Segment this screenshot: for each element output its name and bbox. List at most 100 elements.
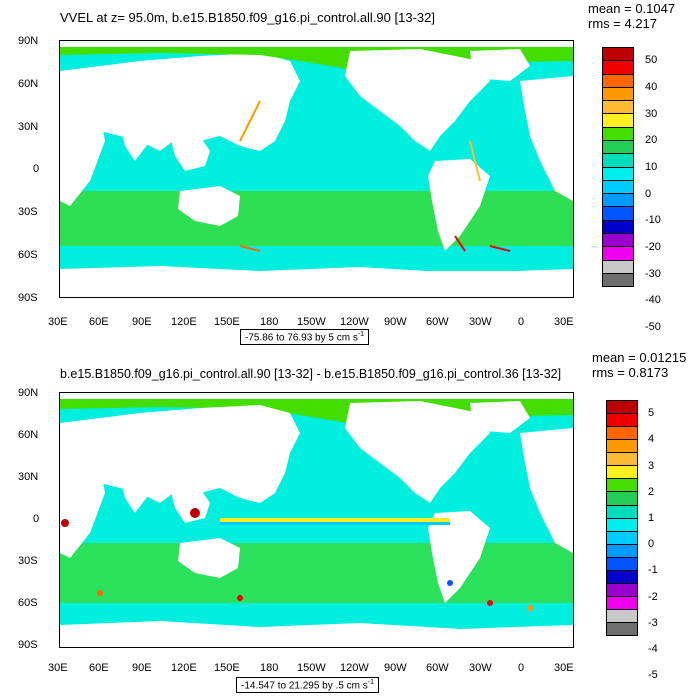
panel1-mean: mean = 0.1047 [588, 1, 676, 16]
p1-lat-60n: 60N [18, 78, 39, 90]
colorbar-swatch [603, 220, 633, 234]
colorbar-swatch [607, 440, 637, 454]
colorbar-swatch [603, 61, 633, 75]
p2-lon-30e-right: 30E [554, 662, 574, 674]
p2-colorbar [606, 400, 638, 636]
colorbar-tick-label: -3 [648, 616, 658, 629]
colorbar-swatch [607, 583, 637, 597]
colorbar-tick-label: -50 [645, 321, 661, 333]
p1-lat-30s: 30S [18, 206, 38, 218]
colorbar-swatch [607, 623, 637, 636]
p1-lon-30w: 30W [469, 316, 492, 328]
colorbar-tick-label: -5 [648, 669, 658, 682]
colorbar-tick-label: -20 [645, 241, 661, 253]
p1-lon-120e: 120E [171, 316, 197, 328]
colorbar-tick-label: -10 [645, 214, 661, 227]
colorbar-swatch [607, 453, 637, 467]
colorbar-swatch [603, 273, 633, 287]
p1-lon-90w: 90W [384, 316, 407, 328]
p2-lon-90e: 90E [132, 662, 152, 674]
p1-lon-90e: 90E [132, 316, 152, 328]
colorbar-tick-label: -30 [645, 267, 661, 280]
p1-range-label: -75.86 to 76.93 by 5 cm s-1 [240, 329, 370, 346]
p1-lon-180: 180 [260, 316, 279, 328]
p2-lon-60e: 60E [89, 662, 109, 674]
colorbar-swatch [607, 414, 637, 428]
p2-lon-60w: 60W [426, 662, 449, 674]
p2-lon-30e: 30E [48, 662, 68, 674]
p1-lat-90s: 90S [18, 292, 38, 304]
colorbar-swatch [603, 207, 633, 221]
p2-lat-90n: 90N [18, 387, 39, 399]
p2-lat-30n: 30N [18, 471, 39, 483]
p2-lon-120w: 120W [340, 662, 369, 674]
p1-lon-60w: 60W [426, 316, 449, 328]
colorbar-swatch [603, 260, 633, 274]
p2-lon-180: 180 [260, 662, 279, 674]
p2-range-exp: -1 [367, 679, 374, 686]
colorbar-tick-label: 10 [645, 161, 658, 173]
colorbar-swatch [603, 233, 633, 248]
p1-lon-150w: 150W [297, 316, 326, 328]
p1-range-text: -75.86 to 76.93 by 5 cm s [245, 332, 358, 344]
colorbar-swatch [607, 518, 637, 532]
colorbar-tick-label: 0 [645, 187, 652, 200]
colorbar-swatch [607, 557, 637, 571]
map-panel1 [59, 40, 574, 298]
colorbar-swatch [603, 127, 633, 141]
p2-lat-60n: 60N [18, 429, 39, 441]
colorbar-swatch [603, 180, 633, 195]
colorbar-tick-label: -40 [645, 294, 661, 307]
p2-lat-60s: 60S [18, 597, 38, 609]
colorbar-swatch [603, 194, 633, 208]
p2-lon-120e: 120E [171, 662, 197, 674]
p1-lat-30n: 30N [18, 121, 39, 133]
p1-lon-30e: 30E [48, 316, 68, 328]
p2-lon-0: 0 [518, 662, 525, 674]
p1-lat-0: 0 [33, 163, 40, 175]
colorbar-tick-label: 50 [645, 54, 658, 67]
colorbar-swatch [603, 74, 633, 88]
colorbar-tick-label: 3 [648, 459, 655, 472]
colorbar-swatch [607, 544, 637, 558]
panel2-rms: rms = 0.8173 [592, 365, 669, 380]
colorbar-tick-label: -2 [648, 590, 658, 603]
p1-colorbar [602, 47, 634, 287]
colorbar-swatch [607, 531, 637, 545]
p2-lon-150e: 150E [214, 662, 240, 674]
colorbar-swatch [607, 505, 637, 519]
colorbar-tick-label: 0 [648, 538, 655, 551]
p2-lon-90w: 90W [384, 662, 407, 674]
p1-lat-60s: 60S [18, 249, 38, 261]
colorbar-swatch [603, 114, 633, 128]
colorbar-tick-label: 1 [648, 512, 655, 524]
panel2-title: b.e15.B1850.f09_g16.pi_control.all.90 [1… [60, 367, 562, 381]
colorbar-swatch [603, 247, 633, 261]
colorbar-swatch [603, 154, 633, 168]
p2-range-label: -14.547 to 21.295 by .5 cm s-1 [236, 677, 379, 694]
p1-lon-60e: 60E [89, 316, 109, 328]
panel2-mean: mean = 0.01215 [592, 350, 687, 365]
panel1-rms: rms = 4.217 [588, 16, 658, 31]
colorbar-tick-label: 5 [648, 407, 655, 420]
p1-range-exp: -1 [357, 331, 365, 338]
colorbar-swatch [603, 48, 633, 62]
colorbar-tick-label: 20 [645, 134, 658, 147]
colorbar-swatch [607, 479, 637, 493]
p2-lon-30w: 30W [469, 662, 492, 674]
colorbar-swatch [607, 466, 637, 480]
colorbar-tick-label: 2 [648, 485, 655, 498]
colorbar-swatch [607, 610, 637, 624]
colorbar-tick-label: 4 [648, 433, 655, 446]
p2-lat-90s: 90S [18, 639, 38, 651]
colorbar-tick-label: -4 [648, 643, 658, 656]
colorbar-swatch [607, 427, 637, 441]
colorbar-swatch [607, 492, 637, 506]
colorbar-swatch [603, 87, 633, 102]
p2-range-text: -14.547 to 21.295 by .5 cm s [241, 680, 368, 692]
colorbar-swatch [607, 570, 637, 584]
p1-lon-30e-right: 30E [554, 316, 574, 328]
p2-lon-150w: 150W [297, 662, 326, 674]
colorbar-swatch [607, 596, 637, 610]
p1-lon-0: 0 [518, 316, 525, 328]
